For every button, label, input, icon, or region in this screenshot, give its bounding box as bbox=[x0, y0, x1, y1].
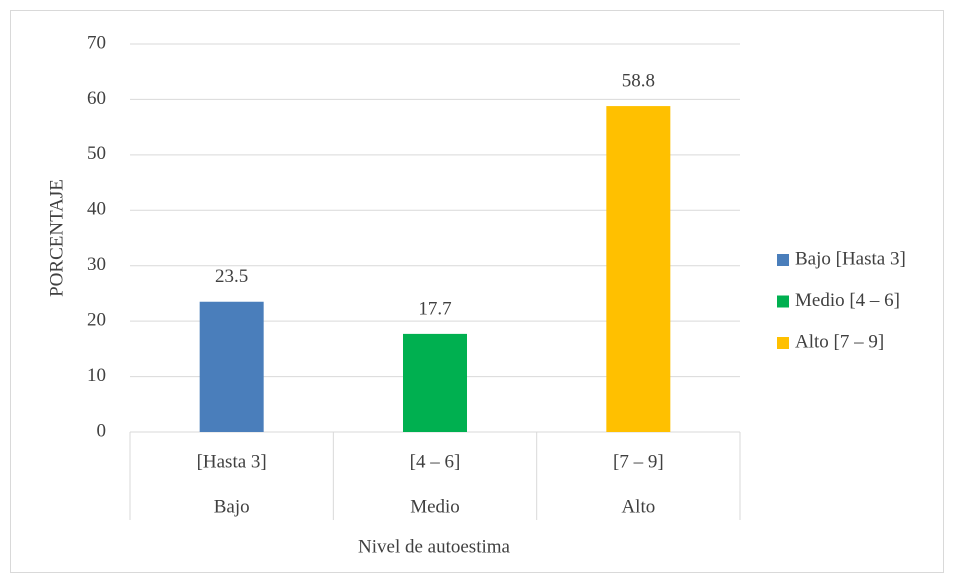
data-label: 17.7 bbox=[418, 298, 451, 319]
legend-swatch bbox=[777, 254, 789, 266]
x-group-label: Bajo bbox=[214, 496, 250, 517]
y-tick-label: 40 bbox=[87, 199, 106, 220]
y-tick-label: 20 bbox=[87, 310, 106, 331]
y-tick-label: 0 bbox=[97, 420, 107, 441]
x-tick-label: [7 – 9] bbox=[613, 451, 664, 472]
x-group-label: Medio bbox=[410, 496, 460, 517]
legend-label: Bajo [Hasta 3] bbox=[795, 248, 906, 269]
y-tick-label: 60 bbox=[87, 88, 106, 109]
data-label: 23.5 bbox=[215, 266, 248, 287]
y-tick-label: 70 bbox=[87, 32, 106, 53]
y-axis-title: PORCENTAJE bbox=[46, 179, 67, 297]
x-tick-label: [4 – 6] bbox=[410, 451, 461, 472]
legend-swatch bbox=[777, 337, 789, 349]
legend-label: Alto [7 – 9] bbox=[795, 331, 884, 352]
bar bbox=[403, 333, 467, 432]
legend-swatch bbox=[777, 295, 789, 308]
x-tick-label: [Hasta 3] bbox=[197, 451, 267, 472]
bar bbox=[606, 106, 671, 432]
chart-border bbox=[10, 10, 944, 573]
y-tick-label: 50 bbox=[87, 143, 106, 164]
x-group-label: Alto bbox=[621, 496, 655, 517]
y-tick-label: 10 bbox=[87, 365, 106, 386]
y-tick-label: 30 bbox=[87, 254, 106, 275]
data-label: 58.8 bbox=[622, 70, 655, 91]
x-axis-title: Nivel de autoestima bbox=[358, 536, 511, 557]
bar bbox=[199, 301, 264, 432]
legend-label: Medio [4 – 6] bbox=[795, 290, 900, 311]
